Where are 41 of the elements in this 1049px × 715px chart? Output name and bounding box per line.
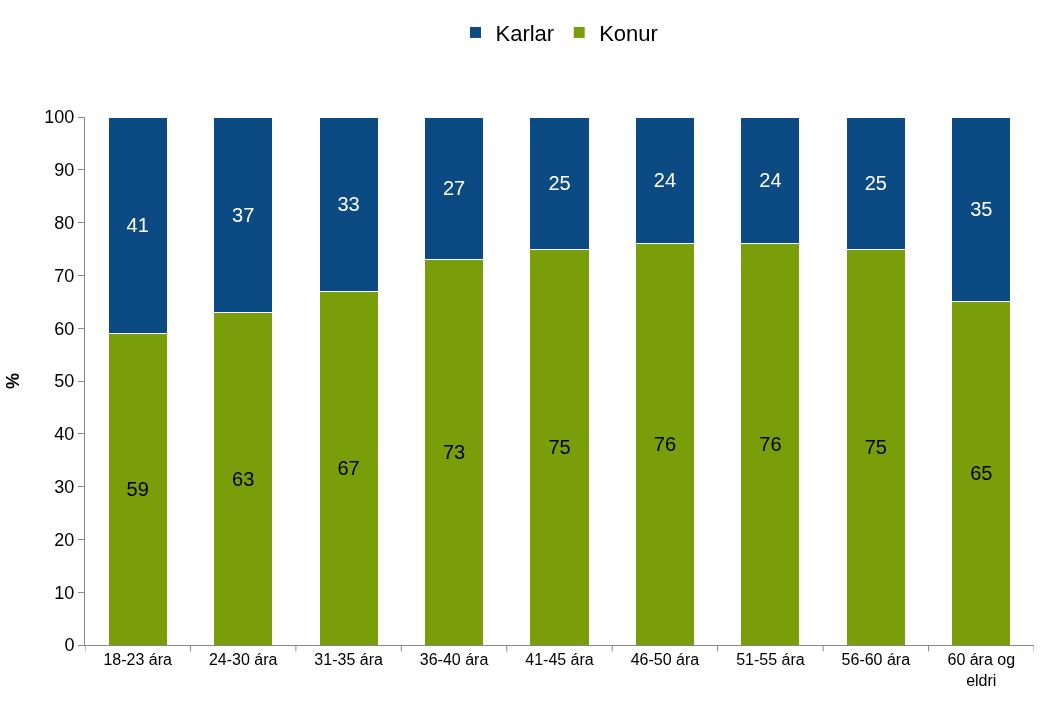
x-tick-label: 56-60 ára: [841, 651, 911, 669]
y-tick-label: 40: [54, 424, 75, 445]
y-axis-title: %: [2, 372, 23, 390]
data-label: 73: [442, 441, 466, 464]
y-tick-label: 30: [54, 476, 75, 497]
x-tick-label: 46-50 ára: [630, 651, 700, 669]
y-tick-label: 90: [54, 160, 75, 181]
x-tick-label: 41-45 ára: [525, 651, 594, 669]
data-label: 33: [337, 193, 360, 216]
data-label: 75: [548, 436, 571, 458]
data-label: 37: [232, 203, 255, 226]
x-tick-label: 24-30 ára: [208, 651, 278, 669]
data-label: 76: [653, 433, 677, 456]
data-label: 67: [337, 457, 360, 480]
y-tick-label: 0: [64, 635, 75, 656]
x-tick-label: 60 ára og eldri: [947, 651, 1016, 689]
x-tick-label: 18-23 ára: [103, 651, 173, 669]
y-tick-label: 60: [54, 318, 75, 339]
data-label: 41: [126, 214, 149, 237]
data-label: 24: [653, 169, 677, 192]
data-label: 25: [548, 172, 571, 194]
data-label: 75: [864, 436, 887, 458]
data-label: 65: [970, 462, 993, 485]
y-tick-label: 100: [44, 107, 75, 128]
y-tick-label: 70: [54, 265, 75, 286]
legend-label: Konur: [599, 21, 658, 47]
y-tick-label: 10: [54, 582, 75, 603]
data-label: 24: [759, 169, 782, 192]
data-label: 35: [970, 198, 993, 221]
y-tick-label: 50: [54, 371, 75, 392]
x-tick-label: 31-35 ára: [314, 651, 383, 669]
data-label: 27: [442, 177, 466, 200]
legend-label: Karlar: [495, 21, 555, 47]
x-tick-label: 51-55 ára: [736, 651, 805, 669]
data-label: 25: [864, 172, 887, 194]
data-label: 76: [759, 433, 782, 456]
data-label: 63: [232, 467, 255, 490]
x-tick-label: 36-40 ára: [419, 651, 489, 669]
data-label: 59: [126, 478, 149, 501]
y-tick-label: 80: [54, 212, 75, 233]
y-tick-label: 20: [54, 529, 75, 550]
